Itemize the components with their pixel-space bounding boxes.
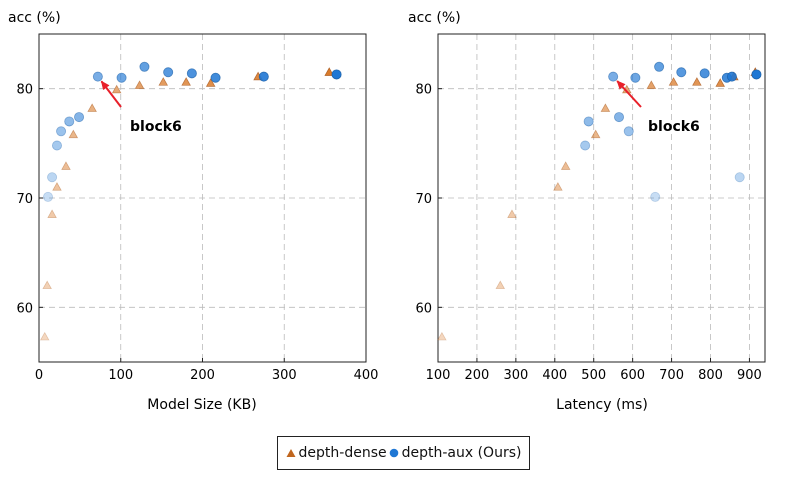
x-tick-label: 400	[354, 368, 379, 383]
aux-circle-point	[139, 61, 150, 72]
dense-triangle-point	[553, 182, 563, 191]
dense-triangle-point	[668, 77, 679, 86]
aux-circle-point	[210, 72, 221, 83]
y-tick-label: 60	[415, 301, 432, 316]
dense-triangle-point	[324, 67, 335, 76]
dense-triangle-point	[692, 77, 702, 86]
aux-circle-point	[56, 126, 67, 137]
aux-circle-point	[258, 71, 269, 82]
legend-label-dense: depth-dense	[298, 445, 387, 461]
dense-triangle-point	[68, 129, 79, 139]
x-tick-label: 300	[503, 368, 528, 383]
aux-circle-point	[623, 126, 634, 137]
y-axis-label: acc (%)	[408, 10, 461, 26]
dense-triangle-point	[39, 331, 50, 341]
x-tick-label: 900	[737, 368, 762, 383]
annotation-label: block6	[648, 119, 700, 135]
dense-triangle-point	[158, 77, 169, 86]
aux-circle-point	[186, 68, 197, 79]
x-tick-label: 200	[465, 368, 490, 383]
dense-triangle-point	[590, 129, 601, 139]
legend-label-aux: depth-aux (Ours)	[401, 445, 522, 461]
aux-circle-point	[583, 116, 594, 127]
aux-circle-point	[734, 172, 745, 183]
dense-triangle-point	[600, 103, 611, 112]
aux-circle-point	[630, 72, 641, 83]
dense-triangle-point	[47, 209, 57, 218]
dense-triangle-point	[87, 103, 97, 112]
x-axis-label: Model Size (KB)	[147, 397, 256, 413]
x-tick-label: 500	[581, 368, 606, 383]
x-tick-label: 700	[659, 368, 684, 383]
aux-circle-point	[654, 61, 665, 72]
aux-circle-point	[64, 116, 75, 127]
aux-circle-point	[650, 191, 661, 202]
aux-circle-point	[331, 69, 342, 80]
x-tick-label: 200	[190, 368, 215, 383]
aux-circle-point	[163, 67, 174, 78]
aux-circle-point	[580, 140, 591, 151]
aux-circle-point	[51, 140, 62, 151]
dense-triangle-point	[715, 78, 726, 87]
dense-triangle-point	[495, 280, 506, 290]
y-tick-label: 70	[16, 192, 33, 207]
dense-triangle-point	[437, 331, 447, 341]
aux-circle-point	[614, 112, 625, 123]
chart-panel-latency: acc (%) Latency (ms) 100 200 300 400 500 600 7…	[408, 10, 766, 413]
x-tick-label: 100	[426, 368, 451, 383]
legend: depth-dense depth-aux (Ours)	[277, 436, 530, 470]
dense-triangle-point	[205, 78, 216, 87]
x-axis-label: Latency (ms)	[556, 397, 648, 413]
annotation-label: block6	[130, 119, 182, 135]
x-tick-label: 600	[620, 368, 645, 383]
aux-circle-point	[608, 71, 619, 82]
aux-circle-point	[74, 112, 85, 123]
x-tick-label: 0	[35, 368, 43, 383]
x-tick-label: 800	[698, 368, 723, 383]
y-tick-label: 80	[415, 83, 432, 98]
triangle-marker-icon	[286, 449, 296, 457]
x-tick-label: 100	[108, 368, 133, 383]
y-tick-label: 70	[415, 192, 432, 207]
dense-triangle-point	[42, 280, 52, 290]
aux-circle-point	[116, 72, 127, 83]
dense-triangle-point	[52, 182, 62, 191]
aux-circle-point	[751, 69, 762, 80]
annotation-arrow	[100, 80, 122, 108]
dense-triangle-point	[646, 80, 657, 89]
y-tick-label: 60	[16, 301, 33, 316]
dense-triangle-point	[560, 161, 571, 170]
y-axis-label: acc (%)	[8, 10, 61, 26]
legend-item-dense: depth-dense	[286, 445, 387, 461]
circle-marker-icon	[389, 448, 398, 458]
dense-triangle-point	[507, 209, 517, 218]
aux-circle-point	[699, 68, 710, 79]
dense-triangle-point	[134, 80, 145, 89]
aux-circle-point	[92, 71, 103, 82]
dense-triangle-point	[111, 84, 122, 94]
y-tick-label: 80	[16, 83, 33, 98]
chart-panel-model-size: acc (%) Model Size (KB) 0 100 200 300 400 60 7…	[8, 10, 378, 413]
dense-triangle-point	[61, 161, 71, 170]
x-tick-label: 400	[542, 368, 567, 383]
aux-circle-point	[726, 71, 737, 82]
annotation-arrow	[616, 80, 642, 108]
aux-circle-point	[676, 67, 687, 78]
x-tick-label: 300	[272, 368, 297, 383]
legend-item-aux: depth-aux (Ours)	[389, 445, 522, 461]
aux-circle-point	[42, 191, 53, 202]
aux-circle-point	[47, 172, 58, 183]
dense-triangle-point	[181, 77, 191, 86]
